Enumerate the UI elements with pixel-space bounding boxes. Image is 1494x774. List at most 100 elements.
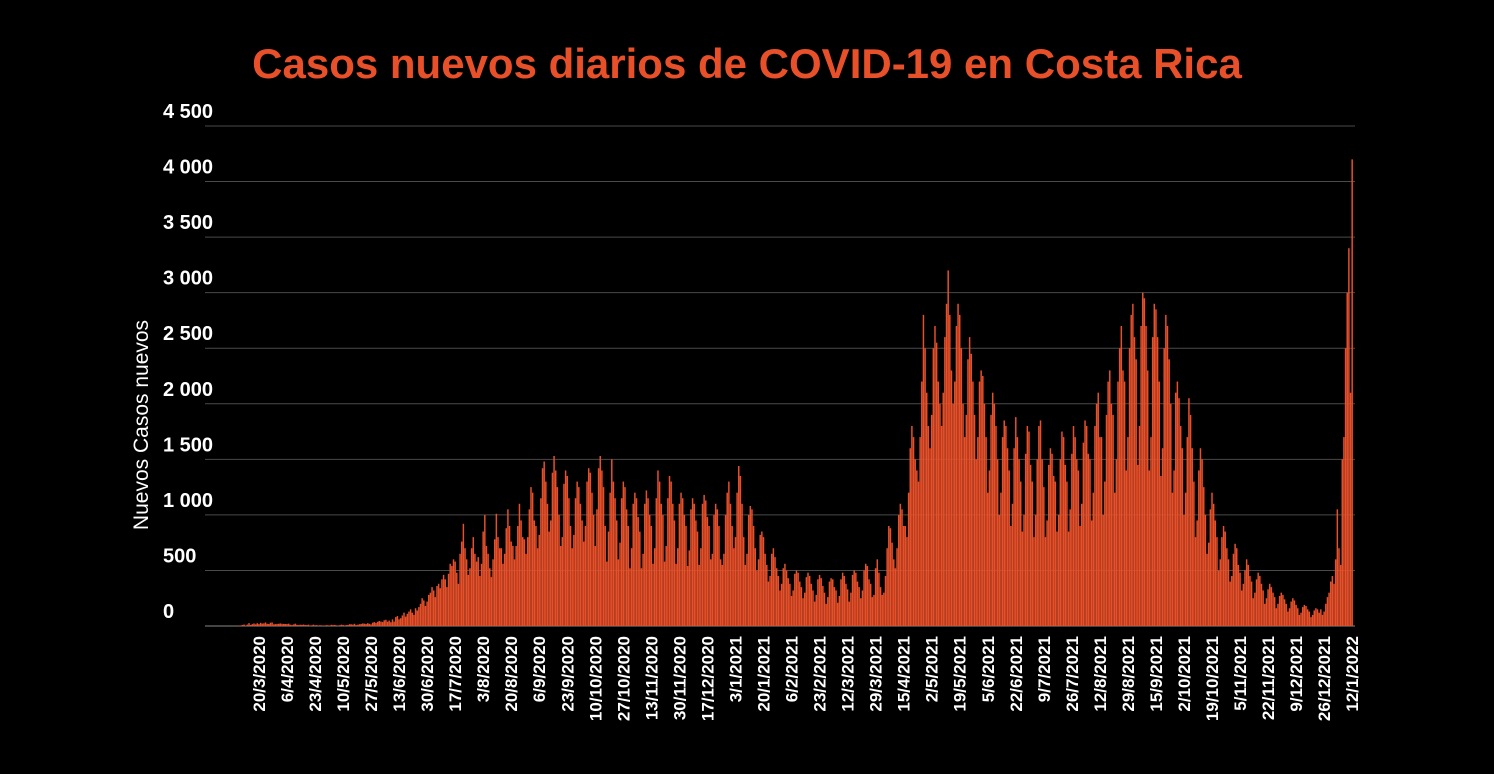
bar bbox=[792, 590, 794, 626]
bar bbox=[268, 624, 270, 626]
bar bbox=[248, 623, 250, 626]
bar bbox=[289, 624, 291, 626]
bar bbox=[714, 503, 717, 626]
bar bbox=[1181, 448, 1184, 626]
bar bbox=[1351, 159, 1353, 627]
x-tick-label: 23/4/2020 bbox=[306, 636, 325, 712]
bar bbox=[304, 624, 306, 626]
bar bbox=[1052, 476, 1055, 626]
bar bbox=[902, 526, 905, 626]
bar bbox=[470, 548, 473, 626]
y-tick-label: 4 500 bbox=[163, 101, 213, 123]
bar bbox=[1023, 514, 1025, 626]
bar bbox=[960, 348, 963, 626]
bar bbox=[695, 520, 697, 626]
bar bbox=[761, 531, 763, 626]
bar bbox=[419, 603, 422, 626]
bar bbox=[901, 509, 903, 626]
bar bbox=[1204, 514, 1207, 626]
bar bbox=[432, 590, 435, 626]
bar bbox=[685, 526, 687, 626]
bar bbox=[296, 624, 298, 626]
bar bbox=[965, 414, 968, 626]
bar bbox=[378, 621, 381, 626]
bar bbox=[825, 603, 827, 626]
bar bbox=[876, 559, 879, 626]
bar bbox=[1069, 509, 1071, 626]
bar bbox=[526, 537, 529, 626]
bar bbox=[942, 392, 944, 626]
bar bbox=[668, 476, 671, 626]
bar bbox=[291, 625, 293, 626]
bar bbox=[365, 624, 367, 626]
bar bbox=[794, 573, 796, 626]
bar bbox=[586, 481, 588, 626]
bar bbox=[1239, 572, 1241, 626]
bar bbox=[800, 587, 803, 626]
bar bbox=[883, 592, 885, 626]
bar bbox=[1234, 543, 1236, 626]
bar bbox=[1209, 509, 1212, 626]
bar bbox=[411, 612, 414, 626]
x-tick-label: 15/4/2021 bbox=[895, 636, 914, 712]
bar bbox=[990, 414, 992, 626]
bar bbox=[1105, 414, 1108, 626]
bar bbox=[330, 624, 333, 626]
bar bbox=[484, 514, 486, 626]
bar bbox=[1227, 559, 1230, 626]
bar bbox=[975, 459, 977, 626]
bar bbox=[1244, 570, 1246, 626]
bar bbox=[383, 620, 385, 626]
bar bbox=[754, 548, 756, 626]
bar bbox=[294, 623, 296, 626]
bar bbox=[1148, 470, 1151, 626]
bar bbox=[1186, 437, 1189, 626]
bar bbox=[863, 570, 865, 626]
bar bbox=[556, 487, 559, 626]
bar bbox=[1109, 370, 1111, 626]
bar bbox=[650, 526, 653, 626]
bar bbox=[1282, 594, 1284, 626]
bar bbox=[1240, 590, 1243, 626]
bar bbox=[563, 483, 565, 626]
bar bbox=[805, 577, 808, 626]
bar bbox=[858, 587, 860, 626]
bar bbox=[897, 514, 900, 626]
x-tick-label: 2/5/2021 bbox=[923, 636, 942, 702]
bar bbox=[334, 624, 336, 626]
bar bbox=[1125, 470, 1128, 626]
bar bbox=[1140, 326, 1142, 626]
bar bbox=[729, 503, 732, 626]
bar bbox=[251, 624, 254, 626]
bar bbox=[434, 597, 437, 626]
bar bbox=[739, 476, 742, 626]
bar bbox=[738, 466, 740, 626]
bar bbox=[1176, 381, 1179, 626]
bar bbox=[723, 553, 725, 626]
bar bbox=[352, 624, 354, 626]
bar bbox=[429, 592, 432, 626]
bar bbox=[632, 503, 634, 626]
bar bbox=[1203, 487, 1205, 626]
bar bbox=[813, 601, 816, 626]
bar bbox=[772, 548, 775, 626]
bar bbox=[1026, 426, 1029, 626]
bar bbox=[891, 542, 893, 626]
bar bbox=[927, 426, 930, 626]
bar bbox=[1118, 348, 1121, 626]
bar bbox=[751, 509, 753, 626]
bar bbox=[1183, 514, 1185, 626]
x-tick-label: 6/2/2021 bbox=[783, 636, 802, 702]
bar bbox=[799, 581, 801, 626]
bar bbox=[497, 537, 499, 626]
bar bbox=[551, 472, 554, 626]
bar bbox=[972, 381, 974, 626]
bar bbox=[970, 353, 973, 626]
x-tick-label: 29/3/2021 bbox=[867, 636, 886, 712]
bar bbox=[1257, 572, 1259, 626]
bar bbox=[1206, 553, 1208, 626]
bar bbox=[282, 623, 285, 626]
bar bbox=[507, 509, 509, 626]
